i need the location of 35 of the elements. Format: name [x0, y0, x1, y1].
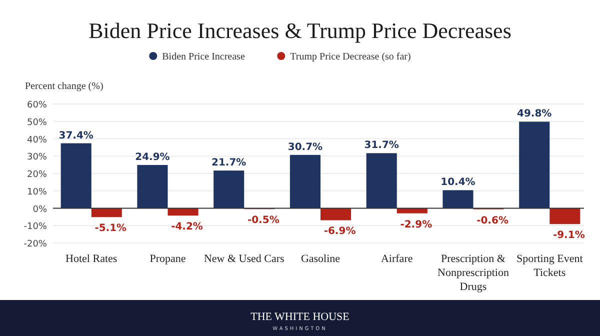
data-label: -9.1%	[552, 230, 585, 242]
legend-label: Biden Price Increase	[162, 52, 246, 62]
data-label: 37.4%	[58, 130, 94, 142]
x-tick-label: Airfare	[380, 253, 413, 265]
data-label: -5.1%	[94, 223, 127, 234]
y-tick-label: 10%	[26, 187, 48, 198]
data-label: -0.6%	[476, 215, 508, 226]
x-tick-label: Propane	[150, 253, 186, 265]
data-label: 24.9%	[135, 152, 170, 163]
data-label: -0.5%	[247, 215, 280, 226]
text: THE WHITE HOUSE	[250, 311, 350, 323]
data-label: 31.7%	[364, 140, 399, 152]
legend-label: Trump Price Decrease (so far)	[290, 52, 411, 62]
y-tick-label: 40%	[26, 135, 48, 146]
data-label: -4.2%	[171, 222, 203, 233]
data-label: 30.7%	[288, 142, 323, 153]
y-tick-label: 60%	[26, 100, 48, 110]
data-label: -2.9%	[400, 219, 432, 230]
x-tick-label: Gasoline	[300, 253, 340, 265]
x-tick-label: Prescription & Nonprescription Drugs	[438, 253, 510, 293]
y-tick-label: 50%	[26, 118, 48, 128]
data-label: 21.7%	[211, 158, 246, 169]
x-tick-label: Hotel Rates	[66, 253, 118, 265]
y-tick-label: 30%	[26, 152, 48, 163]
y-axis-title: Percent change (%)	[25, 81, 104, 92]
x-tick-label: Sporting Event Tickets	[516, 253, 583, 279]
x-tick-label: New & Used Cars	[204, 253, 284, 265]
y-tick-label: 20%	[26, 170, 48, 180]
chart-title: Biden Price Increases & Trump Price Decreases	[88, 18, 512, 43]
y-tick-label: -20%	[24, 240, 48, 250]
y-tick-label: 0%	[32, 204, 48, 215]
y-tick-label: -10%	[24, 222, 48, 232]
data-label: 49.8%	[517, 108, 552, 120]
data-label: 10.4%	[440, 177, 476, 188]
data-label: -6.9%	[324, 226, 356, 238]
